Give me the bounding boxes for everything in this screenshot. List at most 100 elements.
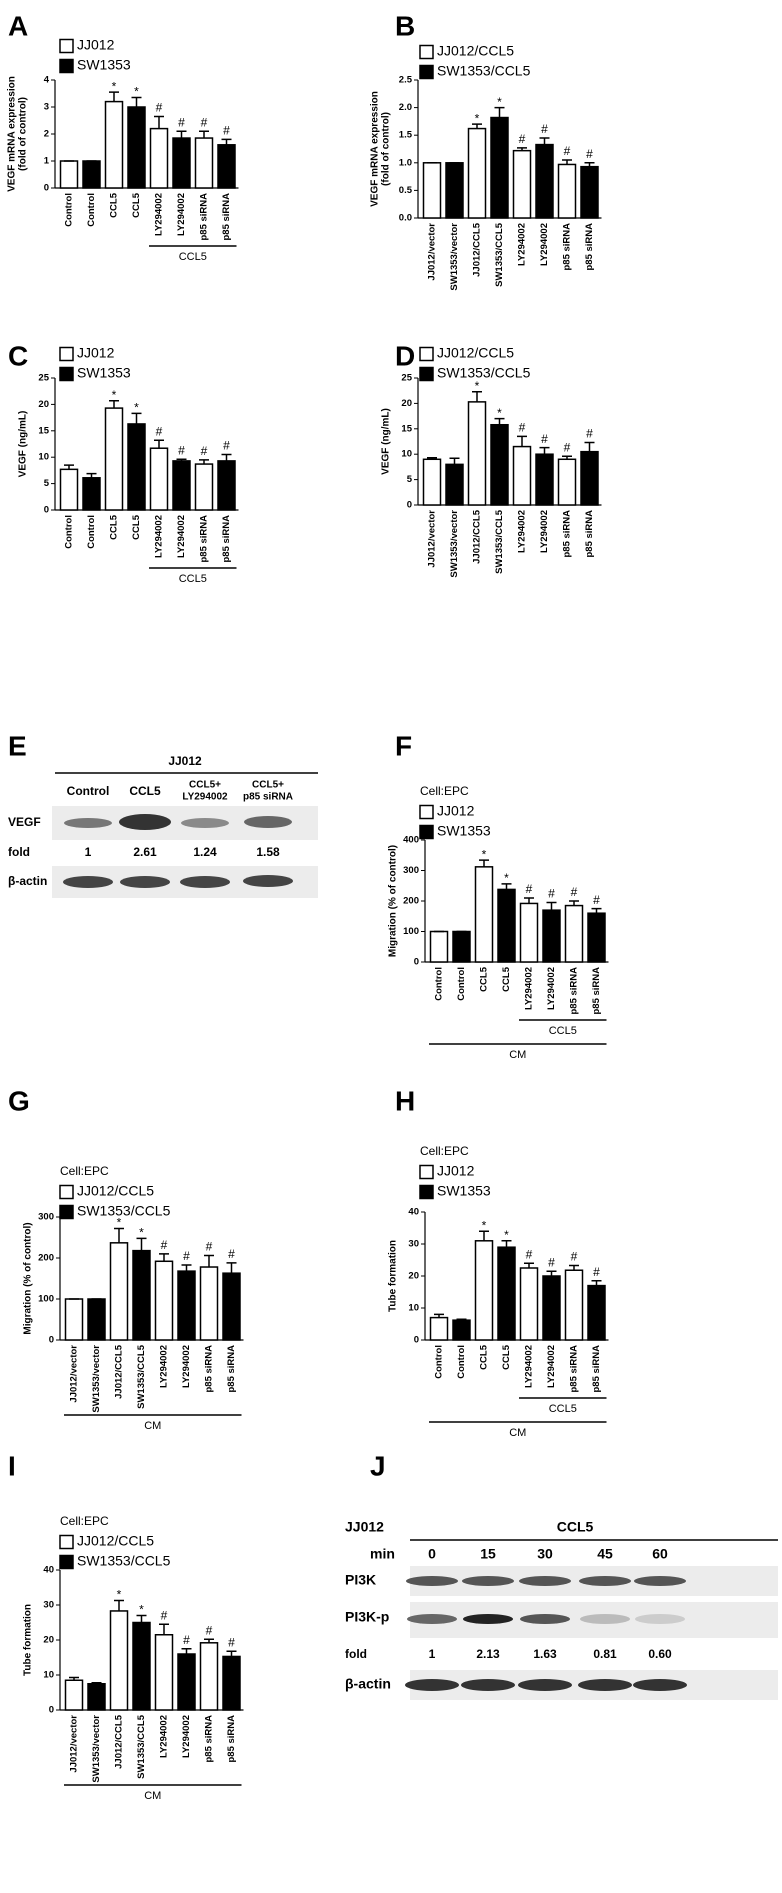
x-tick-label: JJ012/vector	[427, 510, 438, 568]
band	[180, 876, 230, 888]
bar	[564, 904, 584, 963]
significance-marker: #	[228, 1247, 235, 1261]
legend-label: SW1353	[77, 57, 131, 73]
bar	[490, 116, 509, 219]
x-tick-label: p85 siRNA	[204, 1715, 215, 1763]
x-tick-label: CCL5	[479, 966, 490, 992]
group-label: CCL5	[179, 573, 207, 585]
x-tick-label: Control	[86, 193, 97, 227]
legend-swatch	[59, 1204, 74, 1220]
significance-marker: #	[548, 887, 555, 901]
y-tick-label: 0.5	[399, 185, 413, 196]
bar	[422, 162, 442, 219]
column-label: Control	[67, 784, 110, 798]
legend-swatch	[59, 366, 74, 382]
y-tick-label: 10	[401, 449, 412, 460]
y-tick-label: 0	[44, 505, 49, 516]
bar	[535, 143, 554, 219]
x-tick-label: p85 siRNA	[204, 1345, 215, 1393]
y-axis-label: (fold of control)	[381, 112, 392, 186]
y-tick-label: 20	[401, 398, 412, 409]
panel-label: B	[395, 10, 415, 41]
error-bar	[204, 1254, 214, 1268]
x-tick-label: SW1353/CCL5	[494, 222, 505, 287]
column-label: LY294002	[182, 792, 228, 803]
significance-marker: *	[504, 1228, 509, 1242]
y-tick-label: 25	[38, 373, 49, 384]
bar	[519, 1267, 539, 1341]
error-bar	[181, 1648, 192, 1654]
x-tick-label: LY294002	[517, 223, 528, 266]
legend-label: SW1353	[437, 1183, 491, 1199]
row-label: VEGF	[8, 815, 41, 829]
y-axis-label: Migration (% of control)	[23, 1222, 34, 1334]
significance-marker: #	[541, 122, 548, 136]
y-tick-label: 0.0	[399, 213, 412, 224]
significance-marker: *	[112, 79, 117, 93]
error-bar	[159, 1253, 169, 1262]
band	[634, 1576, 686, 1586]
x-tick-label: CCL5	[131, 514, 142, 540]
x-tick-label: p85 siRNA	[562, 510, 573, 558]
error-bar	[159, 1623, 169, 1635]
significance-marker: #	[593, 1265, 600, 1279]
cell-label: Cell:EPC	[60, 1164, 109, 1178]
panel-label: H	[395, 1085, 415, 1116]
error-bar	[221, 453, 232, 461]
y-tick-label: 10	[408, 1303, 419, 1314]
legend-swatch	[419, 346, 434, 362]
legend-swatch	[419, 1184, 434, 1200]
row-label: PI3K	[345, 1572, 376, 1588]
x-tick-label: LY294002	[154, 193, 165, 236]
error-bar	[114, 1599, 124, 1611]
significance-marker: *	[134, 401, 139, 415]
group-label: CCL5	[179, 251, 207, 263]
bar	[490, 423, 509, 506]
cell-label: Cell:EPC	[60, 1514, 109, 1528]
x-tick-label: p85 siRNA	[569, 1345, 580, 1393]
bar	[59, 468, 79, 511]
x-tick-label: LY294002	[524, 967, 535, 1010]
significance-marker: #	[541, 432, 548, 446]
y-tick-label: 5	[407, 474, 413, 485]
x-tick-label: LY294002	[154, 515, 165, 558]
y-tick-label: 40	[43, 1565, 54, 1576]
significance-marker: #	[201, 115, 208, 129]
panel-label: F	[395, 730, 412, 761]
error-bar	[517, 147, 527, 151]
legend-label: JJ012	[77, 345, 115, 361]
error-bar	[479, 859, 489, 867]
bar	[64, 1298, 84, 1341]
bar	[87, 1298, 106, 1341]
cell-label: Cell:EPC	[420, 1144, 469, 1158]
y-tick-label: 300	[38, 1212, 54, 1223]
x-tick-label: p85 siRNA	[199, 515, 210, 563]
significance-marker: #	[586, 147, 593, 161]
error-bar	[204, 1638, 214, 1643]
x-tick-label: LY294002	[176, 193, 187, 236]
y-axis-label: VEGF mRNA expression	[7, 76, 18, 192]
bar	[512, 445, 532, 506]
time-label: min	[370, 1546, 395, 1562]
significance-marker: #	[586, 427, 593, 441]
x-tick-label: SW1353/CCL5	[136, 1344, 147, 1409]
bar	[519, 902, 539, 963]
x-tick-label: Control	[456, 967, 467, 1001]
error-bar	[569, 900, 579, 906]
x-tick-label: Control	[64, 515, 75, 549]
error-bar	[546, 1270, 557, 1276]
x-tick-label: JJ012/vector	[69, 1345, 80, 1403]
x-tick-label: p85 siRNA	[199, 193, 210, 241]
bar	[149, 447, 169, 511]
bar	[154, 1260, 174, 1341]
error-bar	[479, 1230, 489, 1241]
band	[579, 1576, 631, 1586]
error-bar	[539, 137, 550, 145]
bar	[474, 866, 494, 963]
bar	[497, 888, 516, 963]
significance-marker: #	[161, 1608, 168, 1622]
band	[63, 876, 113, 888]
band	[633, 1679, 687, 1691]
band	[519, 1576, 571, 1586]
